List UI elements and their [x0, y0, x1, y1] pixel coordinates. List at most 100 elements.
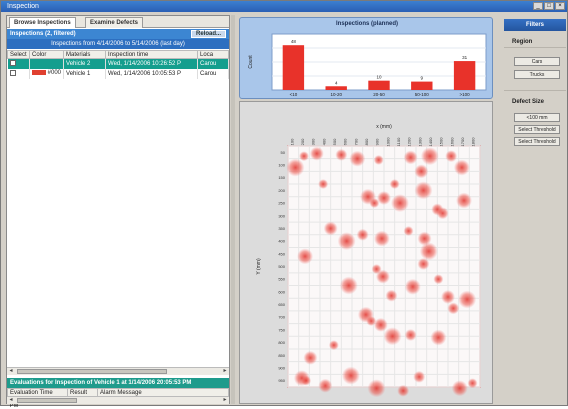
defect-blob	[374, 155, 384, 165]
y-axis-label: Count	[248, 55, 254, 69]
tab-examine-defects[interactable]: Examine Defects	[85, 17, 143, 28]
size-button-small[interactable]: <100 mm	[514, 113, 560, 122]
defect-blob	[340, 277, 358, 295]
scroll-left-icon[interactable]: ◂	[7, 397, 15, 404]
evaluations-scrollbar[interactable]: ◂ ▸	[7, 396, 229, 404]
defect-blob	[299, 151, 309, 161]
defect-blob	[368, 379, 386, 397]
y-tick-label: 400	[278, 239, 285, 244]
select-threshold-button[interactable]: Select Threshold	[514, 125, 560, 134]
evaluations-header: Evaluations for Inspection of Vehicle 1 …	[7, 378, 229, 388]
bar	[368, 81, 389, 90]
scroll-right-icon[interactable]: ▸	[221, 397, 229, 404]
inspections-table: Select Color Materials Inspection time L…	[7, 50, 229, 79]
defect-blob	[437, 207, 449, 219]
tick-label: 10-20	[330, 92, 342, 97]
tick-label: <10	[290, 92, 298, 97]
defect-blob	[430, 330, 446, 346]
date-range-label[interactable]: Inspections from 4/14/2006 to 5/14/2006 …	[7, 39, 229, 49]
defect-blob	[445, 150, 457, 162]
x-tick-label: 1800	[471, 137, 476, 147]
material-cell: Vehicle 2	[64, 59, 106, 69]
x-tick-label: 600	[343, 138, 348, 145]
defect-blob	[414, 164, 428, 178]
region-label: Region	[512, 39, 532, 45]
defect-blob	[357, 229, 369, 241]
x-tick-label: 1700	[460, 137, 465, 147]
select-threshold-button-2[interactable]: Select Threshold	[514, 137, 560, 146]
divider	[504, 90, 566, 91]
color-swatch	[32, 70, 46, 75]
tick-label: >100	[460, 92, 471, 97]
select-checkbox[interactable]	[8, 59, 30, 69]
scroll-thumb[interactable]	[17, 398, 77, 403]
defect-blob	[329, 340, 339, 350]
scroll-left-icon[interactable]: ◂	[7, 368, 15, 375]
defect-blob	[413, 371, 425, 383]
defect-blob	[318, 379, 332, 393]
defect-blob	[454, 160, 470, 176]
x-tick-label: 1400	[428, 137, 433, 147]
material-cell: Vehicle 1	[64, 69, 106, 79]
location-cell: Carou	[198, 59, 229, 69]
data-label: 10	[376, 75, 382, 80]
table-row[interactable]: #000 Vehicle 1 Wed, 1/14/2006 10:05:53 P…	[8, 69, 229, 79]
splitter-handle[interactable]	[231, 15, 235, 404]
defect-blob	[376, 270, 390, 284]
x-tick-label: 400	[321, 138, 326, 145]
defect-blob	[391, 194, 409, 212]
bar	[283, 45, 304, 90]
bar	[326, 86, 347, 90]
x-tick-label: 1600	[449, 137, 454, 147]
defect-blob	[374, 231, 390, 247]
x-tick-label: 100	[289, 138, 294, 145]
defect-blob	[404, 150, 418, 164]
minimize-icon[interactable]: _	[533, 2, 543, 10]
reload-button[interactable]: Reload...	[191, 30, 226, 38]
x-tick-label: 1300	[417, 137, 422, 147]
left-pane: Browse Inspections Examine Defects Inspe…	[6, 15, 230, 404]
defect-blob	[414, 181, 432, 199]
column-header[interactable]: Color	[30, 51, 64, 59]
x-tick-label: 300	[311, 138, 316, 145]
defect-blob	[374, 318, 388, 332]
column-header[interactable]: Select	[8, 51, 30, 59]
y-tick-label: 800	[278, 340, 285, 345]
defect-blob	[405, 279, 421, 295]
window-title: Inspection	[7, 3, 39, 10]
defect-blob	[397, 385, 409, 397]
defect-blob	[405, 329, 417, 341]
defect-blob	[335, 149, 347, 161]
y-tick-label: 250	[278, 201, 285, 206]
region-button-cars[interactable]: Cars	[514, 57, 560, 66]
defect-size-label: Defect Size	[512, 99, 544, 105]
time-cell: Wed, 1/14/2006 10:05:53 P	[106, 69, 198, 79]
column-header[interactable]: Materials	[64, 51, 106, 59]
scroll-right-icon[interactable]: ▸	[221, 368, 229, 375]
y-tick-label: 100	[278, 163, 285, 168]
region-button-trucks[interactable]: Trucks	[514, 70, 560, 79]
defect-blob	[390, 179, 400, 189]
x-tick-label: 1200	[407, 137, 412, 147]
defect-blob	[342, 367, 360, 385]
scroll-thumb[interactable]	[17, 369, 167, 374]
x-tick-label: 1100	[396, 137, 401, 146]
inspections-header-label: Inspections (2, filtered)	[10, 31, 76, 37]
y-tick-label: 550	[278, 277, 285, 282]
y-tick-label: 350	[278, 226, 285, 231]
maximize-icon[interactable]: □	[544, 2, 554, 10]
tab-browse-inspections[interactable]: Browse Inspections	[9, 17, 76, 28]
column-header[interactable]: Loca	[198, 51, 229, 59]
chart-title: Inspections (planned)	[240, 21, 494, 27]
defect-blob	[385, 290, 397, 302]
horizontal-scrollbar[interactable]: ◂ ▸	[7, 367, 229, 375]
defect-blob	[384, 327, 402, 345]
table-row[interactable]: Vehicle 2 Wed, 1/14/2006 10:26:52 P Caro…	[8, 59, 229, 69]
defect-blob	[318, 179, 328, 189]
column-header[interactable]: Inspection time	[106, 51, 198, 59]
select-checkbox[interactable]	[8, 69, 30, 79]
close-icon[interactable]: ×	[555, 2, 565, 10]
